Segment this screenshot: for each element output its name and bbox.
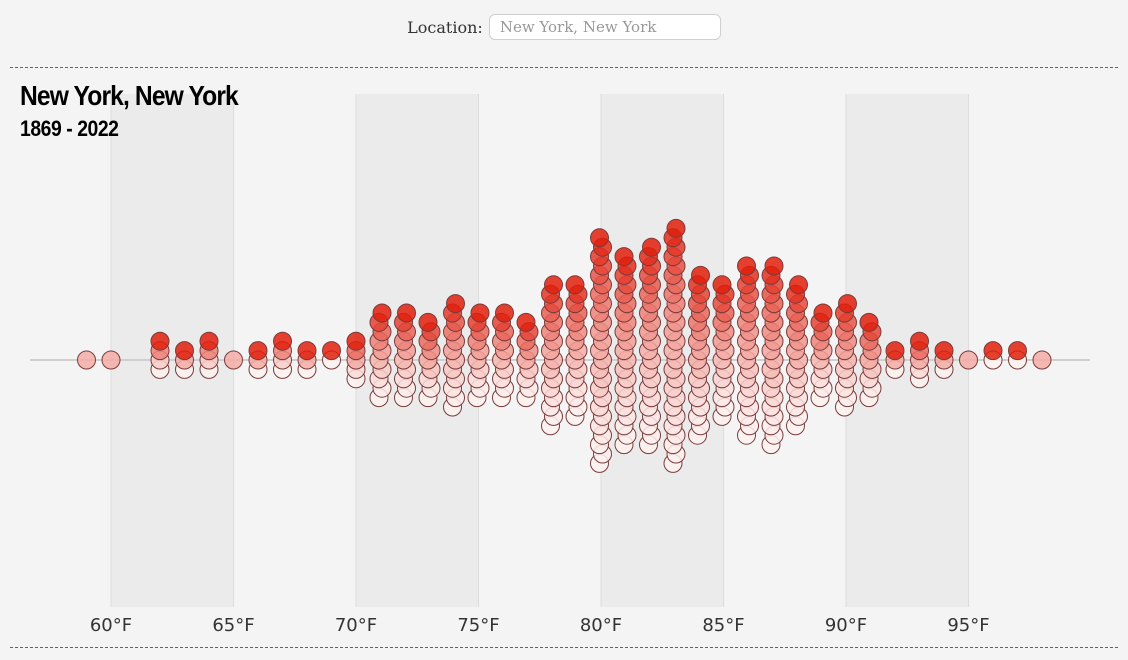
year-dot [1008, 341, 1027, 361]
year-dot [175, 341, 194, 361]
top-divider [10, 67, 1118, 68]
year-dot [859, 312, 879, 332]
year-dot [397, 303, 416, 323]
year-dot [737, 256, 756, 276]
year-dot [666, 218, 686, 238]
year-dot [372, 303, 392, 323]
year-dot [885, 341, 905, 361]
chart-title: New York, New York [20, 80, 239, 111]
year-dot [789, 275, 808, 295]
year-dot [248, 341, 268, 361]
year-dot [446, 294, 465, 314]
year-dot [934, 341, 954, 361]
x-tick-label: 80°F [580, 615, 622, 636]
x-tick-label: 85°F [702, 615, 744, 636]
year-dot [691, 265, 710, 285]
year-dot [418, 312, 438, 332]
location-input[interactable] [488, 14, 721, 40]
year-dot [322, 341, 341, 361]
x-tick-label: 60°F [90, 615, 132, 636]
bottom-divider [10, 647, 1118, 648]
year-dot [642, 237, 661, 257]
year-dot [1032, 350, 1052, 370]
year-dot [712, 275, 732, 295]
chart-subtitle: 1869 - 2022 [20, 116, 119, 141]
year-dot [516, 312, 536, 332]
year-dot [544, 275, 563, 295]
location-label: Location: [407, 17, 483, 37]
location-control: Location: [0, 14, 1128, 40]
year-dot [590, 228, 609, 248]
year-dot [614, 247, 634, 267]
year-dot [273, 331, 292, 351]
year-dot [470, 303, 490, 323]
year-dot [983, 341, 1003, 361]
year-dot [838, 294, 857, 314]
year-dot [764, 256, 784, 276]
year-dot [77, 350, 96, 370]
year-dot [565, 275, 585, 295]
year-dot [297, 341, 317, 361]
x-tick-label: 90°F [825, 615, 867, 636]
x-tick-label: 65°F [212, 615, 254, 636]
year-dot [101, 350, 121, 370]
year-dot [910, 331, 929, 351]
x-tick-label: 70°F [335, 615, 377, 636]
year-dot [199, 331, 219, 351]
year-dot [495, 303, 514, 323]
x-tick-label: 75°F [457, 615, 499, 636]
year-dot [346, 331, 366, 351]
year-dot [150, 331, 170, 351]
x-tick-label: 95°F [947, 615, 989, 636]
dot-group [77, 218, 1052, 473]
year-dot [224, 350, 243, 370]
year-dot [959, 350, 978, 370]
year-dot [813, 303, 833, 323]
